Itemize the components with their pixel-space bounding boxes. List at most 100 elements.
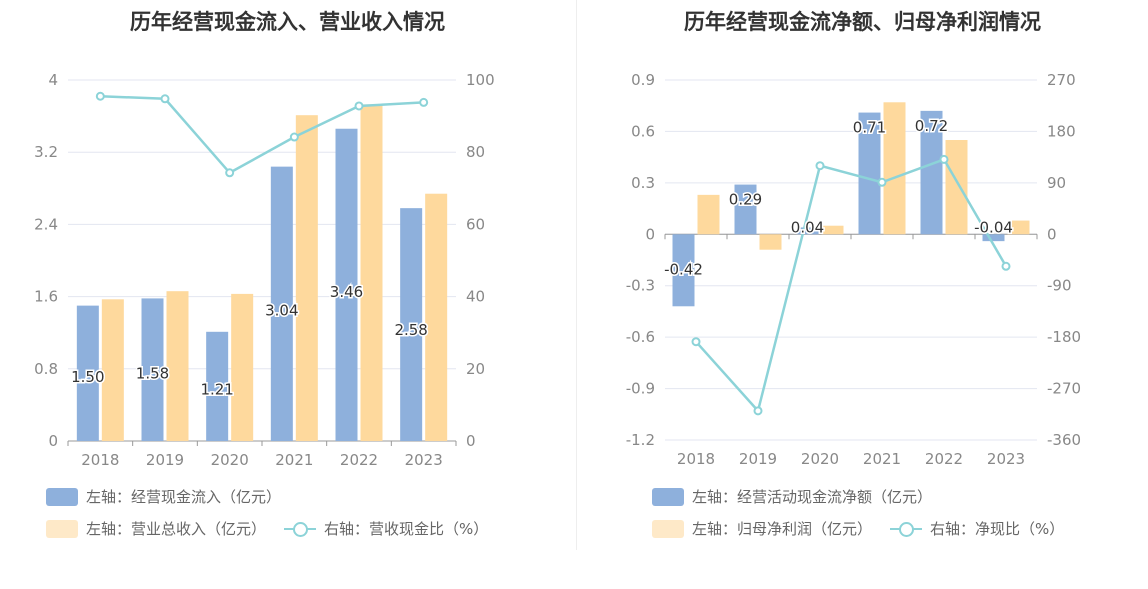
y-axis-right-tick-label: 90 — [1047, 174, 1066, 192]
x-axis-tick-label: 2020 — [211, 451, 249, 469]
bar-blue — [206, 331, 229, 441]
y-axis-right-tick-label: -270 — [1047, 380, 1081, 398]
bar-data-label: 0.71 — [853, 119, 886, 137]
bar-orange — [759, 234, 782, 250]
bar-blue — [76, 305, 99, 441]
bar-blue — [734, 184, 757, 235]
x-axis-tick-label: 2022 — [925, 450, 963, 468]
chart-title: 历年经营现金流净额、归母净利润情况 — [684, 10, 1041, 34]
legend-item-cash-inflow[interactable]: 左轴：经营现金流入（亿元） — [46, 486, 281, 507]
y-axis-left-tick-label: -0.6 — [626, 328, 655, 346]
legend-bar-swatch-blue — [652, 487, 684, 506]
bar-data-label: -0.04 — [974, 218, 1013, 236]
line-point — [939, 154, 949, 164]
x-axis-tick-label: 2023 — [405, 451, 443, 469]
bar-blue — [672, 234, 695, 307]
line-point — [160, 94, 170, 104]
bar-blue — [270, 166, 293, 441]
legend-row-1: 左轴：经营活动现金流净额（亿元） — [652, 486, 950, 507]
y-axis-right-tick-label: 270 — [1047, 71, 1076, 89]
bar-data-label: 1.50 — [71, 368, 104, 386]
line-point — [1001, 261, 1011, 271]
bar-orange — [697, 194, 720, 235]
y-axis-left-tick-label: 0.3 — [631, 174, 655, 192]
x-axis-tick-label: 2021 — [275, 451, 313, 469]
y-axis-right-tick-label: 20 — [466, 360, 485, 378]
line-point — [877, 177, 887, 187]
y-axis-left-tick-label: 4 — [48, 71, 58, 89]
line-point — [354, 101, 364, 111]
legend-item-net-cash-ratio[interactable]: 右轴：净现比（%） — [890, 518, 1064, 539]
line-point — [95, 91, 105, 101]
bar-data-label: 3.04 — [265, 301, 298, 319]
y-axis-left-tick-label: -0.3 — [626, 277, 655, 295]
y-axis-left-tick-label: 0.8 — [34, 360, 58, 378]
bar-blue — [796, 227, 819, 235]
bar-blue — [400, 208, 423, 441]
bar-data-label: 1.58 — [136, 365, 169, 383]
line-point — [289, 132, 299, 142]
bar-data-label: 2.58 — [394, 321, 427, 339]
bar-data-label: 0.04 — [791, 218, 824, 236]
bar-blue — [335, 128, 358, 442]
x-axis-tick-label: 2022 — [340, 451, 378, 469]
legend-label: 右轴：净现比（%） — [930, 520, 1065, 538]
y-axis-left-tick-label: 0.9 — [631, 71, 655, 89]
x-axis-tick-label: 2018 — [81, 451, 119, 469]
bar-blue — [920, 110, 943, 235]
bar-data-label: 0.29 — [729, 191, 762, 209]
legend-bar-swatch-orange — [652, 519, 684, 538]
legend-label: 左轴：经营活动现金流净额（亿元） — [692, 488, 933, 506]
y-axis-left-tick-label: 2.4 — [34, 215, 58, 233]
legend-bar-swatch-orange — [46, 519, 78, 538]
legend-label: 右轴：营收现金比（%） — [324, 520, 489, 538]
y-axis-left-tick-label: -0.9 — [626, 380, 655, 398]
bar-orange — [945, 140, 968, 235]
y-axis-left-tick-label: -1.2 — [626, 431, 655, 449]
x-axis-tick-label: 2019 — [146, 451, 184, 469]
bar-data-label: 3.46 — [330, 283, 363, 301]
legend-item-cash-ratio[interactable]: 右轴：营收现金比（%） — [284, 518, 488, 539]
x-axis-tick-label: 2019 — [739, 450, 777, 468]
bar-data-label: -0.42 — [664, 260, 703, 278]
legend-item-net-profit[interactable]: 左轴：归母净利润（亿元） — [652, 518, 872, 539]
y-axis-right-tick-label: 0 — [466, 432, 476, 450]
legend-item-revenue[interactable]: 左轴：营业总收入（亿元） — [46, 518, 266, 539]
legend-label: 左轴：经营现金流入（亿元） — [86, 488, 282, 506]
line-point — [419, 97, 429, 107]
y-axis-left-tick-label: 0.6 — [631, 122, 655, 140]
bar-orange — [360, 104, 383, 442]
y-axis-right-tick-label: -360 — [1047, 431, 1081, 449]
x-axis-tick-label: 2021 — [863, 450, 901, 468]
x-axis-tick-label: 2020 — [801, 450, 839, 468]
y-axis-left-tick-label: 1.6 — [34, 288, 58, 306]
legend-line-swatch-icon — [890, 520, 923, 538]
y-axis-right-tick-label: 180 — [1047, 122, 1076, 140]
bar-orange — [821, 225, 844, 235]
y-axis-left-tick-label: 3.2 — [34, 143, 58, 161]
line-point — [815, 161, 825, 171]
line-point — [691, 337, 701, 347]
line-series-path — [695, 157, 1008, 414]
bar-blue — [141, 298, 164, 441]
y-axis-right-tick-label: 100 — [466, 71, 495, 89]
bar-blue — [982, 234, 1005, 242]
bar-orange — [1007, 220, 1030, 235]
chart-panel-net-cash: 历年经营现金流净额、归母净利润情况 -1.2 -0.9 -0.6 -0.3 0 0.3 0.… — [577, 0, 1148, 560]
y-axis-right-tick-label: 40 — [466, 288, 485, 306]
y-axis-left-tick-label: 0 — [48, 432, 58, 450]
y-axis-right-tick-label: -90 — [1047, 277, 1072, 295]
line-point — [753, 406, 763, 416]
chart-panel-cash-inflow: 历年经营现金流入、营业收入情况 0 0.8 1.6 2.4 3.2 4 0 20 40 60 80 1… — [0, 0, 575, 560]
bar-orange — [101, 299, 124, 441]
bar-orange — [231, 293, 254, 441]
bar-blue — [858, 112, 881, 235]
x-axis-tick-label: 2023 — [987, 450, 1025, 468]
legend-label: 左轴：营业总收入（亿元） — [86, 520, 267, 538]
bar-orange — [295, 115, 318, 441]
legend-item-net-cash[interactable]: 左轴：经营活动现金流净额（亿元） — [652, 486, 932, 507]
y-axis-right-tick-label: -180 — [1047, 328, 1081, 346]
chart-plot-area: -1.2 -0.9 -0.6 -0.3 0 0.3 0.6 0.9 -360 -270 -180 -9… — [626, 71, 1081, 468]
bar-orange — [883, 102, 906, 235]
line-series-path — [100, 94, 424, 175]
